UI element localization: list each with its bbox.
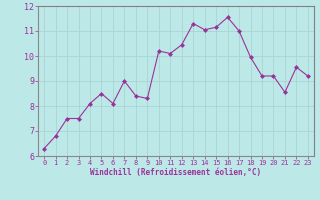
X-axis label: Windchill (Refroidissement éolien,°C): Windchill (Refroidissement éolien,°C): [91, 168, 261, 177]
